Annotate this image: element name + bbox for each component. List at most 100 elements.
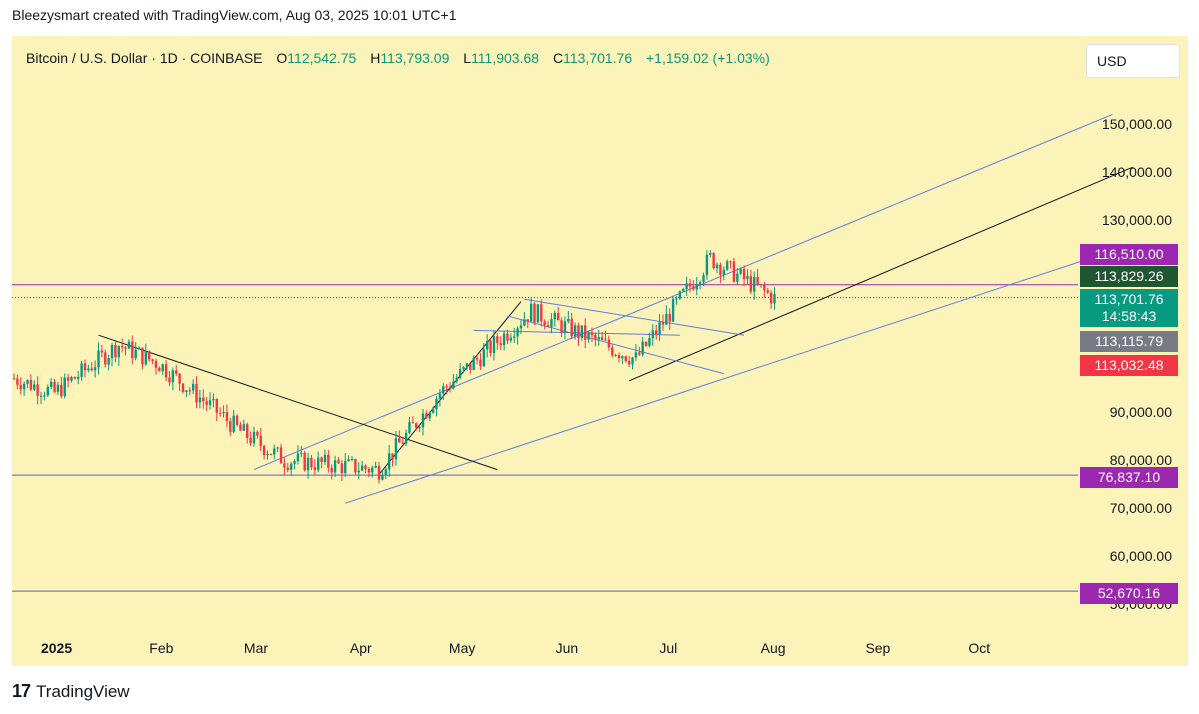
candle-body [286,467,289,470]
candle-body [87,368,90,371]
candle-body [80,363,83,377]
candle-body [651,330,655,339]
candle-body [26,380,29,384]
candle-body [736,273,739,282]
candle-body [205,401,208,405]
candle-body [394,438,398,460]
candle-body [347,459,350,462]
brand-name: TradingView [36,681,130,701]
candle-body [239,424,242,431]
candle-body [90,368,93,371]
candle-body [327,454,330,468]
candle-body [249,437,252,444]
price-label-support: 76,837.10 [1080,467,1178,488]
candle-body [448,387,452,389]
price-axis-tick: 80,000.00 [1110,452,1172,468]
candle-body [682,289,685,292]
price-label-resistance: 116,510.00 [1080,244,1178,265]
candle-body [246,424,249,438]
candle-body [621,356,624,359]
candle-body [763,284,766,291]
candle-body [333,460,337,473]
candle-body [66,377,70,381]
candle-body [614,355,617,357]
candle-body [235,415,239,425]
candle-body [641,341,644,355]
candle-body [229,421,232,432]
candle-body [266,453,269,456]
candle-body [387,453,391,470]
candle-body [526,319,529,322]
candle-body [455,377,458,382]
chart-area[interactable] [12,36,1188,666]
candle-body [746,276,749,280]
candle-body [631,357,634,365]
candle-body [506,333,509,341]
candle-body [161,364,164,372]
symbol-name[interactable]: Bitcoin / U.S. Dollar · 1D · COINBASE [26,50,263,66]
candle-body [469,363,472,370]
candle-body [435,398,438,410]
candle-body [739,268,742,274]
trend-line [98,334,498,471]
candle-body [384,469,387,476]
candle-body [256,431,259,436]
time-axis-tick: Jul [659,640,677,656]
candle-body [624,356,627,362]
candle-body [175,370,178,374]
candle-body [428,412,431,419]
candle-body [556,312,560,321]
candle-body [563,321,567,333]
candle-body [178,373,181,384]
symbol-legend: Bitcoin / U.S. Dollar · 1D · COINBASE O1… [26,50,770,66]
candle-body [499,343,502,346]
candle-body [208,400,212,405]
candle-body [117,345,120,358]
candle-body [320,457,323,463]
candle-body [492,336,496,353]
candle-body [371,467,374,473]
candle-body [553,312,556,320]
candle-body [110,345,114,359]
candle-body [465,363,469,368]
price-axis-tick: 90,000.00 [1110,404,1172,420]
candle-body [607,339,611,348]
candle-body [756,276,759,285]
candle-body [259,435,262,447]
candle-body [19,384,22,390]
candle-body [340,463,344,474]
price-label-low: 113,032.48 [1080,355,1178,376]
candle-body [421,413,425,428]
candle-body [479,359,482,367]
candle-body [100,350,104,353]
candle-body [293,461,296,464]
candle-body [137,347,141,350]
currency-selector[interactable]: USD [1086,44,1180,78]
candle-body [22,383,26,390]
candle-body [482,349,486,367]
candle-body [759,284,763,286]
candle-body [678,291,682,299]
candle-body [354,459,357,473]
candle-body [131,341,134,359]
candle-body [222,412,225,414]
open-value: 112,542.75 [287,50,357,66]
candle-body [377,466,381,480]
candle-body [496,336,499,344]
price-label-last: 113,701.76 [1080,289,1178,310]
candle-body [587,332,590,340]
candle-body [661,322,665,325]
candle-body [604,339,607,341]
high-label: H [370,50,381,66]
candle-body [317,457,320,470]
candle-body [283,463,286,468]
candle-body [695,284,698,290]
trend-line [345,248,1120,504]
candle-body [462,367,465,370]
candle-body [73,377,77,379]
candle-body [144,350,148,365]
candle-body [215,398,218,413]
candle-body [273,448,276,455]
candle-body [634,352,638,358]
